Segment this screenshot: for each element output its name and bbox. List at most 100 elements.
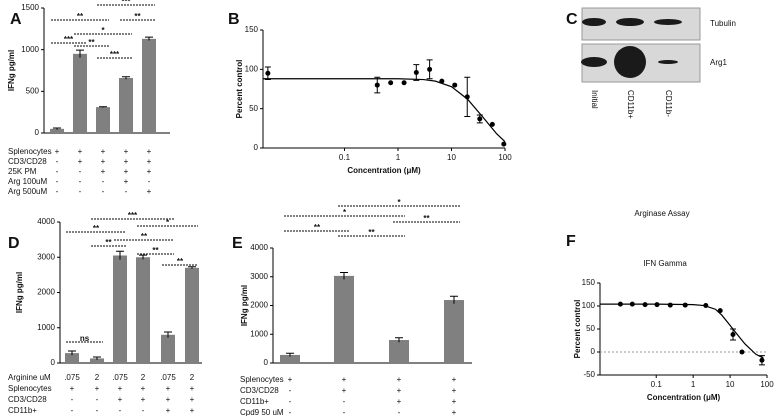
condition-label: CD11b+ [240,397,269,406]
y-tick-label: 2000 [250,301,268,310]
condition-mark: 2 [95,373,100,382]
condition-label: CD3/CD28 [8,157,47,166]
y-tick-label: 0 [35,128,40,137]
data-point [654,302,660,308]
data-point [759,357,765,363]
data-point [617,301,623,307]
data-point [739,349,745,355]
y-tick-label: 1000 [21,45,39,54]
bar [185,267,199,363]
blot-band [616,18,644,26]
condition-mark: - [56,157,59,166]
condition-mark: + [147,157,152,166]
condition-mark: + [78,157,83,166]
condition-mark: - [96,395,99,404]
error-bar [122,76,130,80]
y-tick-label: 4000 [250,243,268,252]
condition-label: Splenocytes [8,147,52,156]
condition-label: Arg 100uM [8,177,47,186]
bar [113,255,127,363]
condition-mark: - [71,395,74,404]
data-point [489,121,495,127]
y-tick-label: 150 [245,25,259,34]
condition-mark: - [343,408,346,416]
bar [389,340,409,363]
significance-label: *** [64,35,74,44]
data-point [427,66,433,72]
condition-mark: + [147,187,152,196]
condition-mark: - [343,397,346,406]
condition-mark: + [124,177,129,186]
bar [73,53,87,134]
significance-label: ** [88,38,95,47]
condition-mark: + [118,384,123,393]
condition-mark: - [119,406,122,415]
x-tick-label: 10 [726,380,735,389]
chart-title: Arginase Assay [634,209,689,218]
panel-letter: F [566,233,576,250]
row-label: Tubulin [710,19,736,28]
condition-mark: + [147,167,152,176]
y-tick-label: 150 [582,278,596,287]
condition-mark: .075 [64,373,80,382]
data-point [388,80,394,86]
condition-mark: + [190,384,195,393]
data-point [439,78,445,84]
error-bar [340,271,348,280]
condition-mark: - [398,408,401,416]
significance-label: *** [121,0,131,6]
y-tick-label: 1000 [250,329,268,338]
condition-label: Splenocytes [8,384,52,393]
x-tick-label: 1 [396,153,401,162]
fit-curve [263,78,506,143]
blot-band [654,19,682,25]
condition-mark: - [79,167,82,176]
condition-mark: - [71,406,74,415]
data-point [629,301,635,307]
error-bar [116,250,124,260]
lane-label: CD11b- [664,90,673,117]
condition-mark: 2 [190,373,195,382]
x-tick-label: 1 [691,380,696,389]
panel-letter: E [232,235,243,252]
bar [444,300,464,363]
significance-label: * [166,218,170,227]
x-axis-label: Concentration (μM) [347,166,421,175]
error-bar [164,331,172,338]
blot-band [658,60,678,64]
x-tick-label: 10 [447,153,456,162]
condition-label: Splenocytes [240,375,284,384]
bar [96,107,110,133]
y-tick-label: 3000 [250,272,268,281]
condition-mark: - [289,408,292,416]
panel-letter: B [228,11,240,28]
lane-label: Initial [590,90,599,109]
y-tick-label: 50 [586,324,595,333]
significance-label: * [397,198,401,207]
condition-mark: + [70,384,75,393]
condition-mark: - [289,386,292,395]
condition-mark: .075 [160,373,176,382]
condition-mark: - [56,167,59,176]
significance-label: ** [177,257,184,266]
bar [90,358,104,363]
condition-mark: + [342,375,347,384]
panel-letter: C [566,11,578,28]
condition-mark: + [397,386,402,395]
error-bar [286,352,294,357]
y-axis-label: IFNg pg/ml [15,272,24,313]
condition-mark: - [56,187,59,196]
y-tick-label: 4000 [37,217,55,226]
data-point [642,302,648,308]
condition-mark: - [79,177,82,186]
condition-label: CD11b+ [8,406,37,415]
y-tick-label: 3000 [37,252,55,261]
bar [142,38,156,134]
data-point [703,303,709,309]
condition-mark: + [288,375,293,384]
x-tick-label: 0.1 [651,380,663,389]
significance-label: ** [134,12,141,21]
row-label: Arg1 [710,58,727,67]
significance-label: ** [314,223,321,232]
